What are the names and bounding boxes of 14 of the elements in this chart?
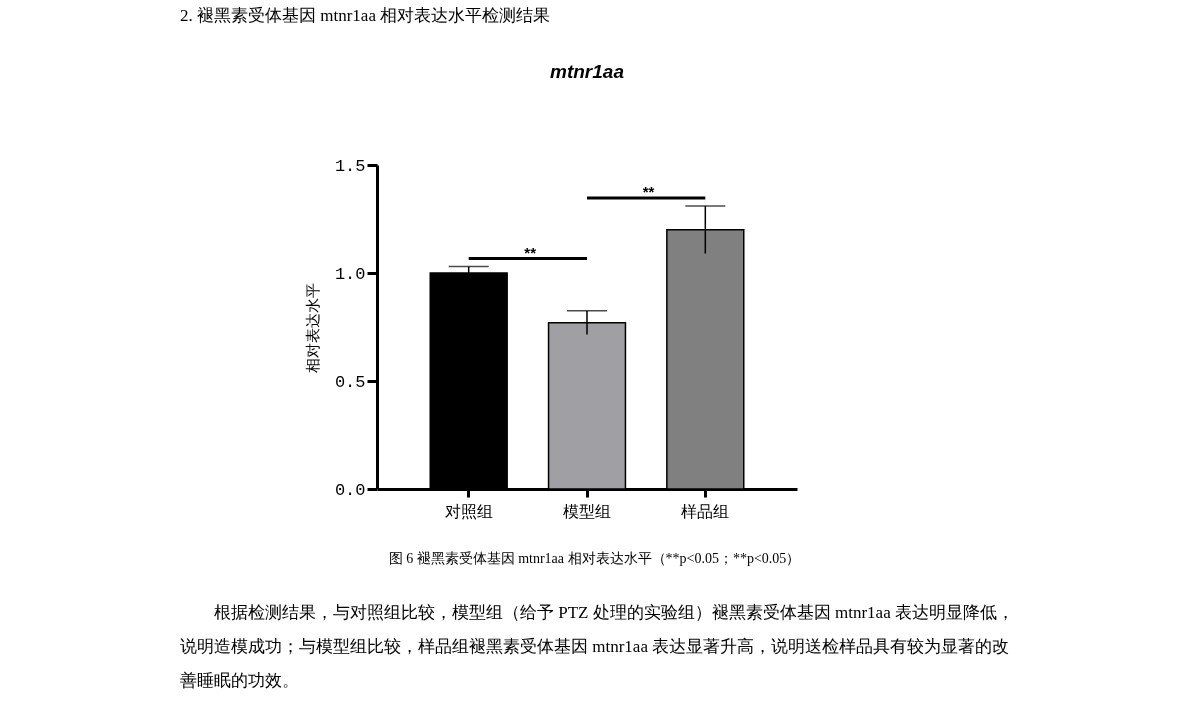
text: 根据检测结果，与对照组比较，模型组（给予 PTZ 处理的实验组）褪黑素受体基因 mtnr1aa 表达明显降低，说明造模成功；与模型组比较，样品组褪黑素受体基因 mtnr1aa 表达显著升高，说明送检样品具有较为显著的改善睡眠的功效。	[180, 602, 1015, 692]
x-tick-label: 样品组	[681, 501, 730, 521]
annotation: **	[642, 183, 655, 201]
y-tick-label: 0.0	[334, 480, 366, 500]
annotation: **	[524, 243, 537, 261]
x-tick-label: 对照组	[444, 501, 493, 521]
y-tick-label: 0.5	[334, 372, 366, 392]
caption: 图 6 褪黑素受体基因 mtnr1aa 相对表达水平（**p<0.05；**p<0.05）	[387, 550, 802, 568]
chart-title: mtnr1aa	[550, 61, 625, 82]
y-axis-title: 相对表达水平	[303, 282, 322, 373]
text: 2. 褪黑素受体基因 mtnr1aa 相对表达水平检测结果	[180, 5, 551, 27]
y-tick-label: 1.0	[334, 264, 366, 284]
y-tick-label: 1.5	[334, 156, 366, 176]
x-tick-label: 模型组	[563, 501, 611, 521]
